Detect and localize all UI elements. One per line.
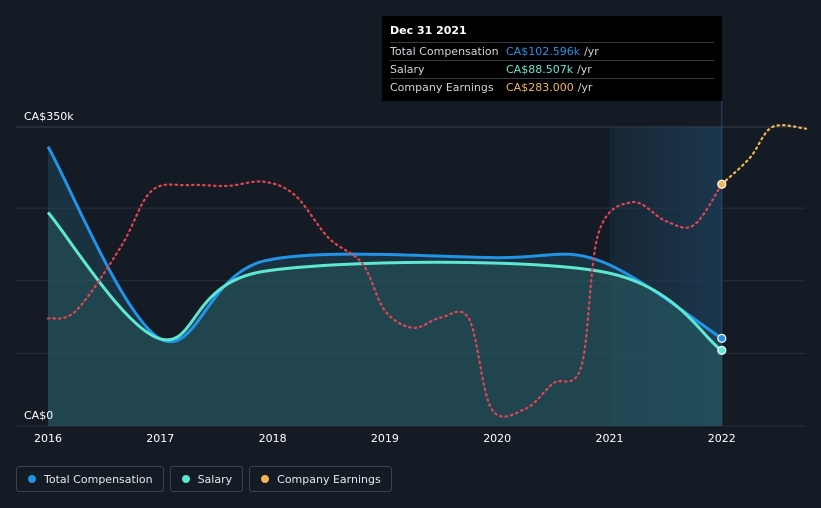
company-earnings-marker: [717, 179, 727, 189]
company-earnings-line: [46, 180, 723, 418]
legend-label: Total Compensation: [44, 472, 153, 486]
x-tick-label: 2018: [259, 432, 287, 445]
legend-total-compensation[interactable]: Total Compensation: [16, 466, 164, 492]
legend-dot-icon: [28, 475, 36, 483]
legend-salary[interactable]: Salary: [169, 466, 244, 492]
series-lines: [46, 124, 808, 418]
series-markers: [717, 179, 727, 355]
total-compensation-line: [46, 145, 723, 343]
tooltip-value: CA$102.596k: [506, 45, 581, 58]
tooltip-date: Dec 31 2021: [390, 24, 467, 37]
tooltip-row-total-compensation: Total Compensation CA$102.596k /yr: [390, 42, 714, 60]
salary-line: [46, 211, 723, 352]
legend-label: Salary: [197, 472, 233, 486]
series-areas: [48, 146, 722, 426]
legend-dot-icon: [181, 475, 190, 483]
x-tick-label: 2020: [483, 432, 511, 445]
tooltip-row-company-earnings: Company Earnings CA$283.000 /yr: [390, 78, 714, 96]
x-tick-label: 2017: [146, 432, 174, 445]
salary-area: [48, 212, 722, 426]
tooltip-unit: /yr: [584, 45, 599, 58]
total-compensation-marker: [717, 333, 727, 343]
tooltip-value: CA$88.507k: [506, 63, 574, 76]
x-axis-labels: 2016 2017 2018 2019 2020 2021 2022: [34, 432, 736, 445]
tooltip-row-salary: Salary CA$88.507k /yr: [390, 60, 714, 78]
tooltip-unit: /yr: [577, 63, 592, 76]
chart-legend: Total Compensation Salary Company Earnin…: [16, 466, 392, 492]
x-tick-label: 2021: [596, 432, 624, 445]
company-earnings-forecast-line: [720, 124, 808, 186]
x-tick-label: 2022: [708, 432, 736, 445]
tooltip-value: CA$283.000: [506, 81, 574, 94]
x-tick-label: 2016: [34, 432, 62, 445]
x-tick-label: 2019: [371, 432, 399, 445]
hover-tooltip: Dec 31 2021 Total Compensation CA$102.59…: [382, 16, 722, 101]
salary-marker: [717, 345, 727, 355]
legend-dot-icon: [261, 475, 270, 483]
y-axis-labels: CA$350k CA$0: [24, 110, 74, 422]
legend-company-earnings[interactable]: Company Earnings: [249, 466, 392, 492]
y-tick-label: CA$0: [24, 409, 53, 422]
legend-label: Company Earnings: [277, 472, 381, 486]
compensation-chart: CA$350k CA$0 2016 2017 2018 2019 2020 2021 2022: [16, 101, 808, 445]
tooltip-label: Salary: [390, 63, 425, 76]
tooltip-label: Total Compensation: [390, 45, 499, 58]
y-tick-label: CA$350k: [24, 110, 74, 123]
tooltip-unit: /yr: [577, 81, 593, 94]
tooltip-label: Company Earnings: [390, 81, 494, 94]
